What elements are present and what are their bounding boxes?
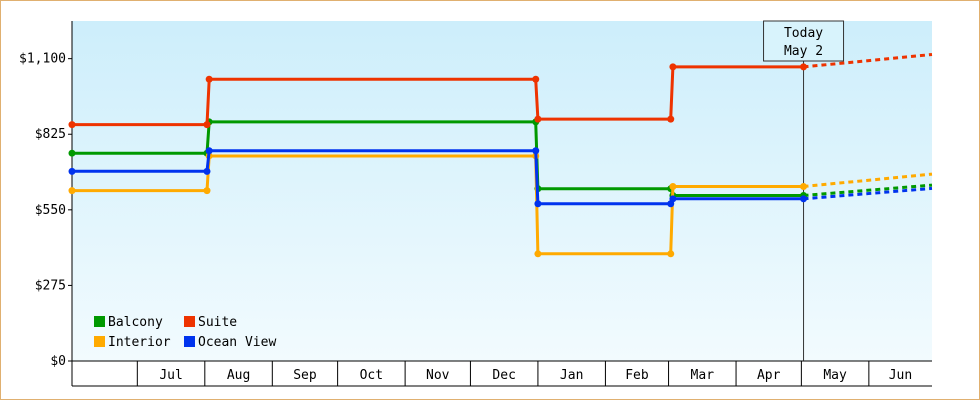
- data-point-suite: [669, 63, 677, 71]
- legend-swatch: [184, 336, 195, 347]
- data-point-ocean-view: [669, 195, 677, 203]
- legend-label: Ocean View: [198, 335, 276, 350]
- data-point-suite: [800, 63, 808, 71]
- series-forecast-suite: [803, 53, 933, 69]
- data-point-ocean-view: [203, 167, 211, 175]
- data-point-interior: [667, 250, 675, 258]
- month-label: Sep: [293, 368, 317, 383]
- data-point-suite: [532, 75, 540, 83]
- data-point-suite: [203, 121, 211, 129]
- data-point-interior: [534, 250, 542, 258]
- month-label: Jul: [159, 368, 182, 383]
- month-label: Apr: [757, 368, 781, 383]
- month-label: Dec: [492, 368, 515, 383]
- legend-label: Suite: [198, 315, 237, 330]
- today-box: [763, 20, 845, 62]
- month-label: Jan: [560, 368, 583, 383]
- series-line-suite: [72, 65, 804, 127]
- data-point-interior: [800, 182, 808, 190]
- data-point-interior: [68, 187, 76, 195]
- legend-label: Interior: [108, 335, 171, 350]
- data-point-interior: [203, 187, 211, 195]
- data-point-suite: [667, 115, 675, 123]
- y-tick-label: $275: [35, 278, 66, 293]
- month-label: Aug: [227, 368, 250, 383]
- legend-label: Balcony: [108, 315, 163, 330]
- data-point-suite: [68, 121, 76, 129]
- today-label: Today: [784, 26, 823, 41]
- series-forecast-ocean-view: [803, 186, 933, 201]
- month-label: May: [823, 368, 847, 383]
- y-tick-label: $1,100: [19, 52, 66, 67]
- y-tick-label: $0: [50, 354, 66, 369]
- plot-background: [72, 21, 932, 361]
- data-point-ocean-view: [68, 167, 76, 175]
- month-label: Jun: [889, 368, 912, 383]
- data-point-balcony: [68, 149, 76, 157]
- today-date-label: May 2: [784, 44, 823, 59]
- month-label: Nov: [426, 368, 450, 383]
- data-point-ocean-view: [532, 147, 540, 155]
- series-forecast-interior: [803, 172, 933, 188]
- y-tick-label: $550: [35, 203, 66, 218]
- legend-swatch: [184, 316, 195, 327]
- data-point-ocean-view: [205, 147, 213, 155]
- data-point-ocean-view: [800, 195, 808, 203]
- data-point-suite: [534, 115, 542, 123]
- month-label: Mar: [691, 368, 715, 383]
- y-tick-label: $825: [35, 127, 66, 142]
- series-forecast-balcony: [803, 183, 933, 197]
- legend-swatch: [94, 336, 105, 347]
- month-label: Oct: [360, 368, 383, 383]
- data-point-suite: [205, 75, 213, 83]
- month-label: Feb: [625, 368, 649, 383]
- legend-swatch: [94, 316, 105, 327]
- data-point-interior: [669, 182, 677, 190]
- data-point-ocean-view: [534, 200, 542, 208]
